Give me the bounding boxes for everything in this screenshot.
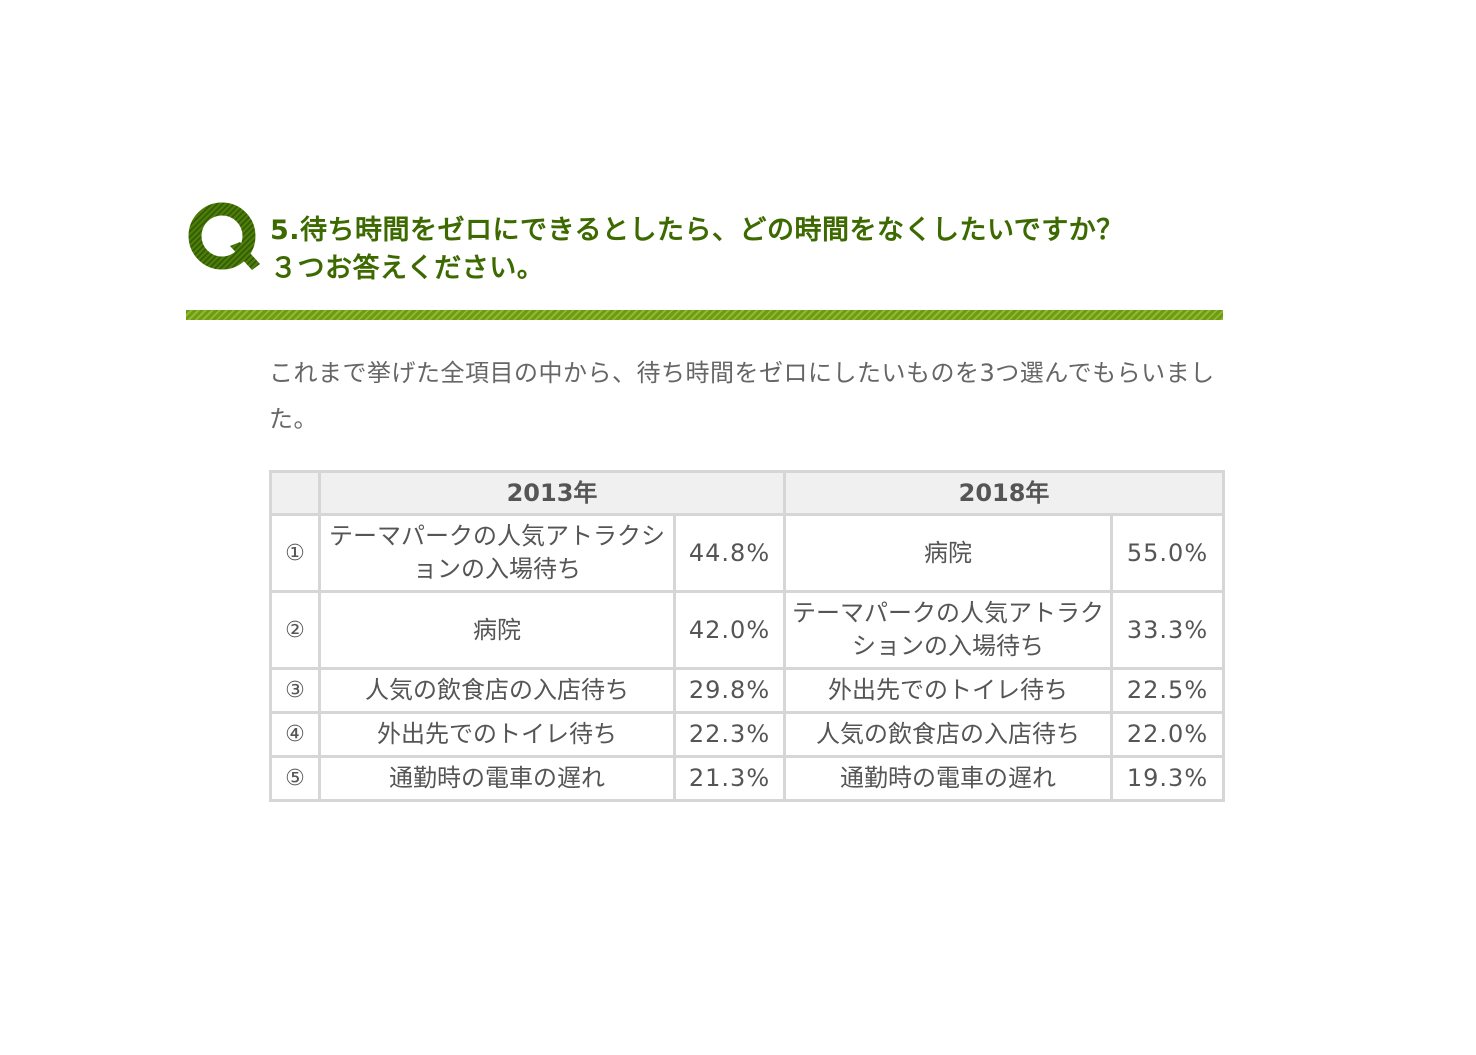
item-2018: 通勤時の電車の遅れ [783,755,1114,802]
item-2018: 人気の飲食店の入店待ち [783,711,1114,758]
table-header-row: 2013年 2018年 [269,470,1226,516]
item-2013: 外出先でのトイレ待ち [318,711,676,758]
table-row: ③ 人気の飲食店の入店待ち 29.8% 外出先でのトイレ待ち 22.5% [269,667,1226,714]
rank-number: ② [269,590,321,670]
item-2013: 人気の飲食店の入店待ち [318,667,676,714]
green-divider [186,310,1223,320]
item-2013: 通勤時の電車の遅れ [318,755,676,802]
question-title-line-1: 5.待ち時間をゼロにできるとしたら、どの時間をなくしたいですか？ [270,215,1124,246]
percent-2018: 33.3% [1110,590,1226,670]
rank-number: ① [269,513,321,593]
item-2013: テーマパークの人気アトラクションの入場待ち [318,513,676,593]
percent-2018: 19.3% [1110,755,1226,802]
percent-2013: 44.8% [672,513,787,593]
table-row: ② 病院 42.0% テーマパークの人気アトラクションの入場待ち 33.3% [269,590,1226,670]
question-title: 5.待ち時間をゼロにできるとしたら、どの時間をなくしたいですか？ ３つお答えくだ… [270,212,1220,288]
table-row: ① テーマパークの人気アトラクションの入場待ち 44.8% 病院 55.0% [269,513,1226,593]
header-2013: 2013年 [317,470,787,516]
rank-number: ⑤ [269,755,321,802]
table-row: ④ 外出先でのトイレ待ち 22.3% 人気の飲食店の入店待ち 22.0% [269,711,1226,758]
percent-2013: 22.3% [672,711,787,758]
percent-2013: 21.3% [672,755,787,802]
intro-text: これまで挙げた全項目の中から、待ち時間をゼロにしたいものを3つ選んでもらいました… [269,359,1215,433]
q-letter-icon [188,202,260,270]
item-2013: 病院 [318,590,676,670]
item-2018: 病院 [783,513,1114,593]
header-empty-cell [269,470,321,516]
percent-2018: 22.5% [1110,667,1226,714]
percent-2018: 22.0% [1110,711,1226,758]
rank-number: ③ [269,667,321,714]
item-2018: テーマパークの人気アトラクションの入場待ち [783,590,1114,670]
percent-2018: 55.0% [1110,513,1226,593]
item-2018: 外出先でのトイレ待ち [783,667,1114,714]
percent-2013: 42.0% [672,590,787,670]
question-title-line-2: ３つお答えください。 [270,253,545,284]
table-row: ⑤ 通勤時の電車の遅れ 21.3% 通勤時の電車の遅れ 19.3% [269,755,1226,802]
rank-number: ④ [269,711,321,758]
header-2018: 2018年 [783,470,1226,516]
ranking-table: 2013年 2018年 ① テーマパークの人気アトラクションの入場待ち 44.8… [269,470,1226,802]
percent-2013: 29.8% [672,667,787,714]
